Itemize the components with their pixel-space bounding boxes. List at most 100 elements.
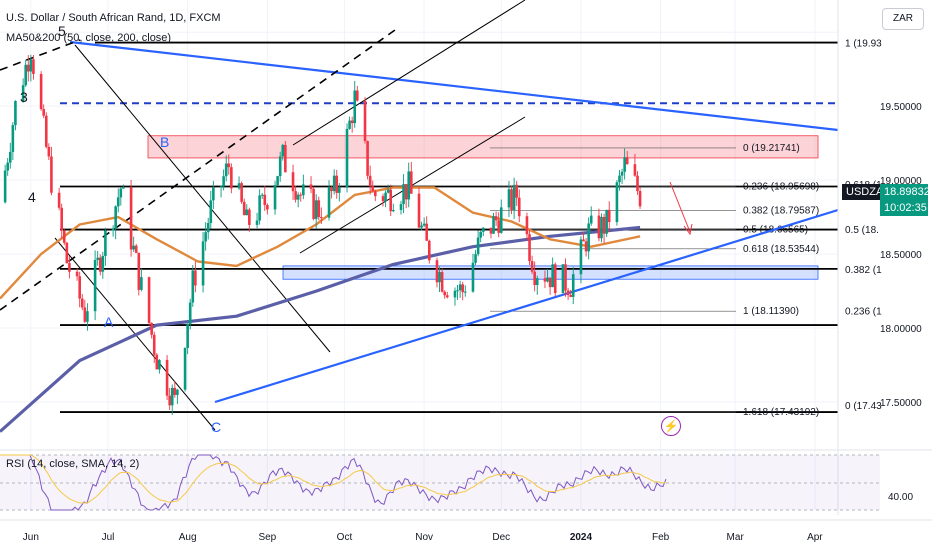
- candle-body: [26, 64, 30, 72]
- candle-body: [158, 359, 161, 370]
- candle-body: [440, 272, 444, 292]
- candle-body: [260, 194, 264, 196]
- candle-body: [374, 191, 377, 197]
- candle-body: [515, 184, 518, 198]
- candle-body: [517, 197, 521, 217]
- fib-level-label: 0.382 (18.79587): [743, 205, 819, 216]
- time-axis-label: Mar: [727, 532, 745, 543]
- fib-axis-label: 0 (17.43: [845, 401, 882, 412]
- candle-body: [263, 194, 267, 206]
- candle-body: [582, 239, 585, 242]
- candle-body: [188, 302, 192, 324]
- candle-body: [186, 323, 189, 348]
- wave-label: C: [211, 419, 221, 435]
- candle-body: [140, 277, 143, 290]
- time-axis-label: Jun: [23, 532, 39, 543]
- candle-body: [453, 290, 457, 298]
- ma-indicator-label: MA50&200 (50, close, 200, close): [6, 32, 172, 44]
- price-tick-label: 19.50000: [880, 102, 922, 113]
- candle-body: [620, 171, 624, 176]
- candle-body: [209, 200, 213, 224]
- fib-axis-label: 0.382 (1: [845, 265, 882, 276]
- candle-body: [224, 163, 228, 177]
- candle-body: [481, 227, 485, 232]
- candle-body: [132, 245, 135, 250]
- candle-body: [29, 59, 33, 72]
- candle-body: [569, 295, 572, 297]
- candle-body: [219, 186, 223, 188]
- candle-body: [350, 120, 354, 124]
- descending-trendline: [69, 40, 839, 132]
- fib-axis-label: 0.5 (18.: [845, 225, 879, 236]
- candle-body: [83, 307, 87, 322]
- currency-button[interactable]: ZAR: [882, 8, 924, 30]
- candle-body: [266, 205, 269, 210]
- candle-body: [623, 157, 626, 172]
- candle-body: [170, 387, 174, 406]
- candle-body: [458, 284, 462, 291]
- candle-body: [443, 291, 447, 296]
- candle-body: [492, 216, 495, 234]
- candle-body: [294, 191, 297, 200]
- candle-body: [489, 227, 493, 234]
- fib-level-label: 0 (19.21741): [743, 143, 800, 154]
- candle-body: [309, 184, 313, 189]
- candle-body: [589, 215, 593, 224]
- candle-body: [528, 234, 531, 262]
- candle-body: [543, 278, 547, 282]
- candle-body: [176, 389, 179, 395]
- wave-label: 4: [28, 189, 36, 205]
- symbol-title: U.S. Dollar / South African Rand, 1D, FX…: [6, 12, 221, 24]
- candle-body: [564, 264, 567, 291]
- candle-body: [98, 257, 102, 272]
- candle-body: [129, 187, 133, 250]
- candle-body: [75, 271, 79, 277]
- candle-body: [281, 144, 285, 157]
- rsi-indicator-label: RSI (14, close, SMA, 14, 2): [6, 458, 140, 470]
- candle-body: [47, 146, 51, 157]
- price-tick-label: 17.50000: [880, 398, 922, 409]
- fib-axis-label: 1 (19.93: [845, 39, 882, 50]
- projection-arrow: [669, 181, 691, 233]
- candle-body: [3, 170, 7, 203]
- candle-body: [39, 74, 43, 110]
- candle-body: [44, 115, 48, 147]
- candle-body: [314, 200, 318, 219]
- candle-body: [8, 151, 12, 163]
- candle-body: [348, 120, 351, 129]
- candle-body: [625, 157, 629, 165]
- candle-body: [168, 395, 171, 406]
- candle-body: [245, 209, 249, 216]
- time-axis-label: Feb: [652, 532, 670, 543]
- candle-body: [404, 184, 408, 200]
- candle-body: [276, 176, 279, 186]
- candle-body: [173, 387, 177, 395]
- candle-body: [399, 204, 403, 211]
- candle-body: [327, 187, 331, 218]
- fib-level-label: 1 (18.11390): [743, 306, 799, 317]
- candle-body: [320, 216, 323, 218]
- candle-body: [96, 257, 99, 260]
- lightning-icon[interactable]: ⚡: [661, 416, 681, 436]
- candle-body: [615, 182, 619, 223]
- candle-body: [137, 252, 141, 290]
- candle-body: [302, 184, 305, 196]
- candle-body: [332, 175, 336, 192]
- candle-body: [497, 220, 500, 233]
- candle-body: [553, 264, 557, 294]
- candle-body: [222, 176, 225, 187]
- candle-body: [618, 175, 621, 183]
- candle-body: [366, 141, 369, 176]
- candle-body: [183, 347, 187, 390]
- candle-body: [93, 259, 97, 312]
- candle-body: [445, 295, 449, 298]
- candle-body: [57, 192, 61, 208]
- candle-body: [551, 264, 554, 288]
- fib-level-label: 1.618 (17.43192): [743, 407, 819, 418]
- countdown-tag: 10:02:35: [880, 200, 928, 216]
- candle-body: [510, 189, 513, 211]
- candle-body: [299, 194, 303, 196]
- candle-body: [68, 263, 71, 272]
- candle-body: [535, 278, 539, 286]
